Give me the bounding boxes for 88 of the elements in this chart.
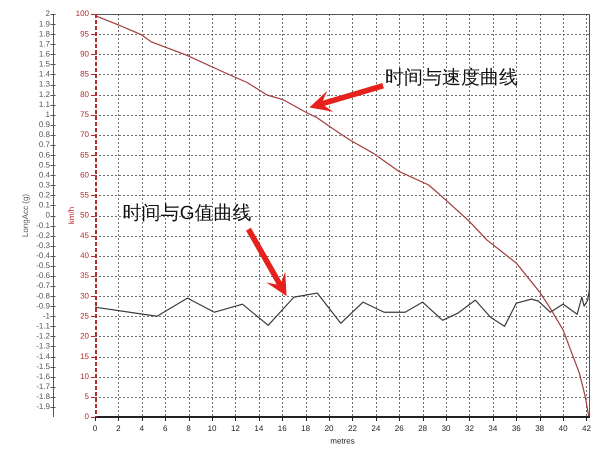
y2-tick-label: -1.2 xyxy=(36,332,51,341)
y2-tick-label: -1.7 xyxy=(36,382,51,391)
y2-tick-label: 1.2 xyxy=(38,90,51,99)
x-tick-label: 30 xyxy=(442,424,452,434)
x-tick-label: 26 xyxy=(394,424,404,434)
y-tick-label: 95 xyxy=(80,29,90,38)
x-tick-label: 36 xyxy=(512,424,522,434)
y2-tick-label: 1.1 xyxy=(38,100,51,109)
y-axis-title: km/h xyxy=(67,206,76,224)
y2-axis-title: LongAcc (g) xyxy=(21,194,30,238)
y-tick-label: 75 xyxy=(80,110,90,119)
y2-tick-label: -0.2 xyxy=(36,230,51,240)
y-tick-label: 20 xyxy=(80,332,90,341)
y2-tick-label: 1.6 xyxy=(38,50,51,59)
x-tick-label: 6 xyxy=(162,424,168,434)
y2-tick-label: -0.7 xyxy=(36,281,51,290)
y2-tick-label: 0.5 xyxy=(38,160,51,170)
y2-tick-label: 1.7 xyxy=(38,39,51,48)
y2-tick-label: 0 xyxy=(46,210,51,220)
y2-tick-label: -1.6 xyxy=(36,372,51,381)
y2-tick-label: 0.7 xyxy=(38,140,51,150)
x-tick-label: 42 xyxy=(582,424,592,434)
y-tick-label: 85 xyxy=(80,70,90,79)
y2-tick-label: -1.8 xyxy=(36,392,51,402)
y-tick-label: 50 xyxy=(80,210,90,220)
annotation: 时间与G值曲线 xyxy=(122,203,252,224)
y2-tick-label: 0.8 xyxy=(38,130,51,140)
y2-tick-label: 1.9 xyxy=(38,19,51,28)
y2-tick-label: 1 xyxy=(46,110,51,119)
x-tick-label: 34 xyxy=(488,424,498,434)
y2-tick-label: 0.1 xyxy=(38,200,51,210)
y-tick-label: 40 xyxy=(80,251,90,260)
x-tick-label: 28 xyxy=(418,424,428,434)
y2-tick-label: -0.8 xyxy=(36,291,51,300)
y2-tick-label: 1.8 xyxy=(38,29,51,38)
y2-tick-label: -1.1 xyxy=(36,322,51,331)
y2-tick-label: -1.3 xyxy=(36,342,51,351)
x-tick-label: 18 xyxy=(301,424,311,434)
y2-tick-label: 0.4 xyxy=(38,170,51,180)
y-tick-label: 45 xyxy=(80,230,90,240)
x-tick-label: 14 xyxy=(254,424,264,434)
y2-tick-label: -0.1 xyxy=(36,220,51,230)
y2-tick-label: -1.9 xyxy=(36,402,51,412)
y-tick-label: 10 xyxy=(80,372,90,381)
x-axis-title: metres xyxy=(330,436,355,446)
y-tick-label: 60 xyxy=(80,170,90,180)
y2-tick-label: -1.5 xyxy=(36,362,51,371)
x-tick-label: 10 xyxy=(208,424,218,434)
y-tick-label: 25 xyxy=(80,311,90,320)
y2-tick-label: -0.4 xyxy=(36,251,51,260)
y-tick-label: 35 xyxy=(80,271,90,280)
y2-tick-label: -0.5 xyxy=(36,261,51,270)
x-tick-label: 40 xyxy=(558,424,568,434)
y2-tick-label: 0.3 xyxy=(38,180,51,190)
x-tick-label: 20 xyxy=(324,424,334,434)
y-tick-label: 65 xyxy=(80,150,90,160)
y2-tick-label: -1 xyxy=(42,311,51,320)
y-tick-label: 90 xyxy=(80,50,90,59)
y2-tick-label: 1.5 xyxy=(38,60,51,69)
y-tick-label: 100 xyxy=(76,9,90,18)
annotation: 时间与速度曲线 xyxy=(385,66,518,88)
y2-tick-label: -0.6 xyxy=(36,271,51,280)
x-tick-label: 32 xyxy=(465,424,474,434)
y-tick-label: 70 xyxy=(80,130,90,140)
x-tick-label: 38 xyxy=(535,424,545,434)
y-tick-label: 55 xyxy=(80,190,90,200)
y2-tick-label: -0.9 xyxy=(36,301,51,310)
y2-tick-label: 2 xyxy=(46,9,51,18)
x-tick-label: 16 xyxy=(278,424,288,434)
y-tick-label: 0 xyxy=(84,412,90,422)
y-tick-label: 80 xyxy=(80,90,90,99)
y2-tick-label: 1.4 xyxy=(38,70,51,79)
y-tick-label: 30 xyxy=(80,291,90,300)
x-tick-label: 8 xyxy=(186,424,192,434)
y2-tick-label: 0.9 xyxy=(38,120,51,130)
x-tick-label: 22 xyxy=(348,424,358,434)
y2-tick-label: 1.3 xyxy=(38,80,51,89)
y2-tick-label: -0.3 xyxy=(36,240,51,250)
y2-tick-label: 0.6 xyxy=(38,150,51,160)
y2-tick-label: 0.2 xyxy=(38,190,51,200)
x-tick-label: 4 xyxy=(140,424,145,434)
y-tick-label: 5 xyxy=(84,392,90,402)
x-tick-label: 12 xyxy=(230,424,240,434)
x-tick-label: 24 xyxy=(371,424,381,434)
x-tick-label: 0 xyxy=(92,424,98,434)
x-tick-label: 2 xyxy=(116,424,122,434)
y-tick-label: 15 xyxy=(80,352,90,361)
y2-tick-label: -1.4 xyxy=(36,352,51,361)
